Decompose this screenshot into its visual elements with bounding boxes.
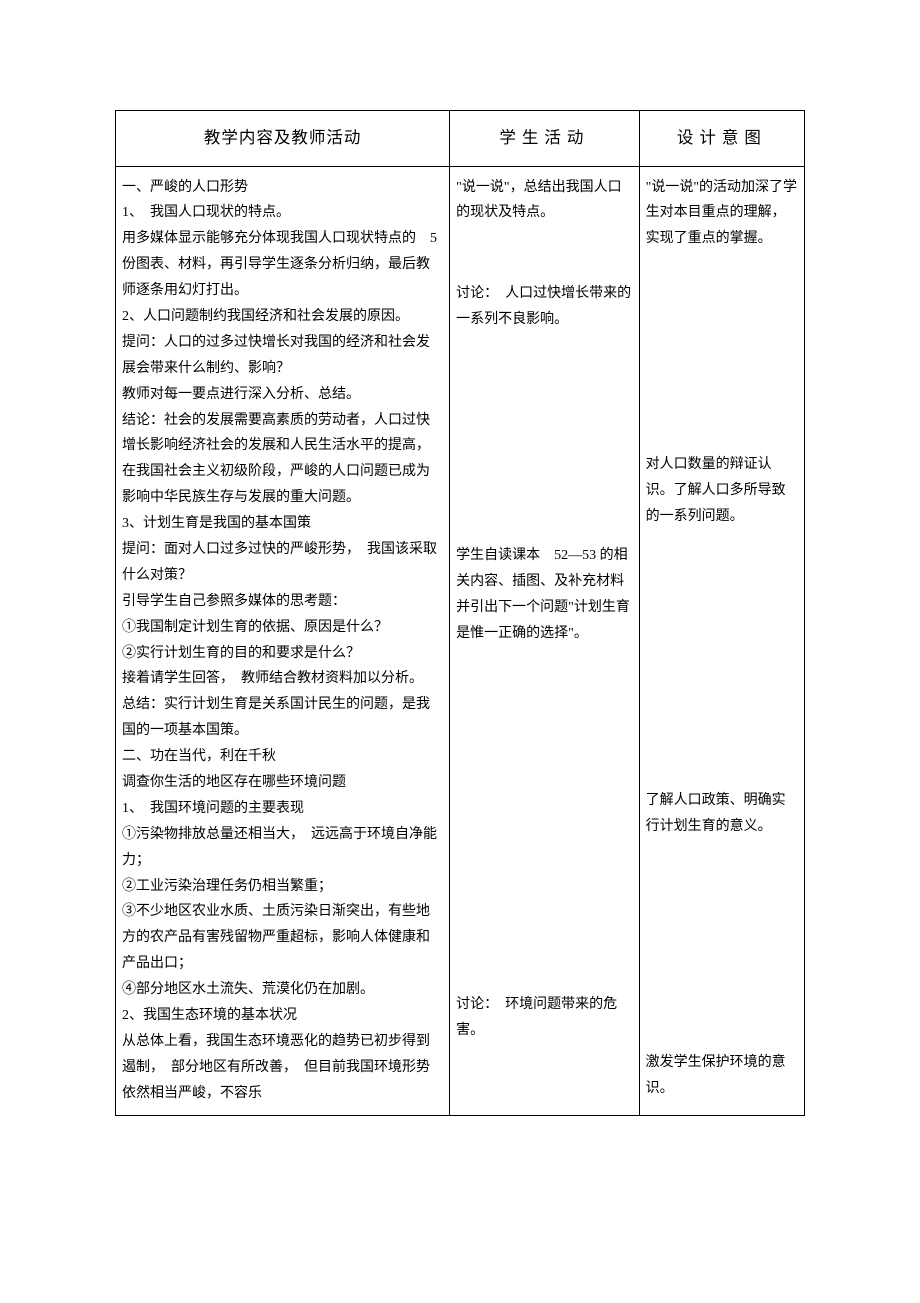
content-line: 激发学生保护环境的意识。: [646, 1050, 798, 1102]
header-row: 教学内容及教师活动 学生活动 设计意图: [116, 111, 805, 167]
content-line: 3、计划生育是我国的基本国策: [122, 511, 443, 537]
cell-design-intent: "说一说"的活动加深了学生对本目重点的理解，实现了重点的掌握。 对人口数量的辩证…: [639, 166, 804, 1115]
content-line: 了解人口政策、明确实行计划生育的意义。: [646, 788, 798, 840]
content-line: 讨论： 环境问题带来的危害。: [456, 992, 632, 1044]
content-line: 结论：社会的发展需要高素质的劳动者，人口过快增长影响经济社会的发展和人民生活水平…: [122, 408, 443, 512]
header-student-activity: 学生活动: [450, 111, 639, 167]
content-line: 2、我国生态环境的基本状况: [122, 1003, 443, 1029]
content-line: 教师对每一要点进行深入分析、总结。: [122, 382, 443, 408]
content-line: 1、 我国环境问题的主要表现: [122, 796, 443, 822]
content-line: ②实行计划生育的目的和要求是什么？: [122, 641, 443, 667]
content-line: 调查你生活的地区存在哪些环境问题: [122, 770, 443, 796]
content-line: 二、功在当代，利在千秋: [122, 744, 443, 770]
content-line: ①污染物排放总量还相当大， 远远高于环境自净能力；: [122, 822, 443, 874]
content-line: 1、 我国人口现状的特点。: [122, 200, 443, 226]
content-line: 从总体上看，我国生态环境恶化的趋势已初步得到遏制， 部分地区有所改善， 但目前我…: [122, 1029, 443, 1107]
content-line: 引导学生自己参照多媒体的思考题：: [122, 589, 443, 615]
content-line: ①我国制定计划生育的依据、原因是什么？: [122, 615, 443, 641]
content-line: 2、人口问题制约我国经济和社会发展的原因。: [122, 304, 443, 330]
content-line: 提问：人口的过多过快增长对我国的经济和社会发展会带来什么制约、影响？: [122, 330, 443, 382]
content-line: 对人口数量的辩证认识。了解人口多所导致的一系列问题。: [646, 452, 798, 530]
content-line: 接着请学生回答， 教师结合教材资料加以分析。: [122, 666, 443, 692]
content-line: 总结：实行计划生育是关系国计民生的问题，是我国的一项基本国策。: [122, 692, 443, 744]
content-line: ③不少地区农业水质、土质污染日渐突出，有些地方的农产品有害残留物严重超标，影响人…: [122, 899, 443, 977]
body-row: 一、严峻的人口形势 1、 我国人口现状的特点。 用多媒体显示能够充分体现我国人口…: [116, 166, 805, 1115]
content-line: ②工业污染治理任务仍相当繁重；: [122, 874, 443, 900]
content-line: ④部分地区水土流失、荒漠化仍在加剧。: [122, 977, 443, 1003]
header-teaching-content: 教学内容及教师活动: [116, 111, 450, 167]
content-line: 用多媒体显示能够充分体现我国人口现状特点的 5 份图表、材料，再引导学生逐条分析…: [122, 226, 443, 304]
document-page: 教学内容及教师活动 学生活动 设计意图 一、严峻的人口形势 1、 我国人口现状的…: [0, 0, 920, 1156]
cell-teaching-content: 一、严峻的人口形势 1、 我国人口现状的特点。 用多媒体显示能够充分体现我国人口…: [116, 166, 450, 1115]
cell-student-activity: "说一说"，总结出我国人口的现状及特点。 讨论： 人口过快增长带来的一系列不良影…: [450, 166, 639, 1115]
lesson-table: 教学内容及教师活动 学生活动 设计意图 一、严峻的人口形势 1、 我国人口现状的…: [115, 110, 805, 1116]
content-line: "说一说"，总结出我国人口的现状及特点。: [456, 175, 632, 227]
content-line: "说一说"的活动加深了学生对本目重点的理解，实现了重点的掌握。: [646, 175, 798, 253]
content-line: 提问：面对人口过多过快的严峻形势， 我国该采取什么对策？: [122, 537, 443, 589]
content-line: 学生自读课本 52—53 的相关内容、插图、及补充材料: [456, 543, 632, 595]
content-line: 一、严峻的人口形势: [122, 175, 443, 201]
content-line: 讨论： 人口过快增长带来的一系列不良影响。: [456, 281, 632, 333]
header-design-intent: 设计意图: [639, 111, 804, 167]
content-line: 并引出下一个问题"计划生育是惟一正确的选择"。: [456, 595, 632, 647]
